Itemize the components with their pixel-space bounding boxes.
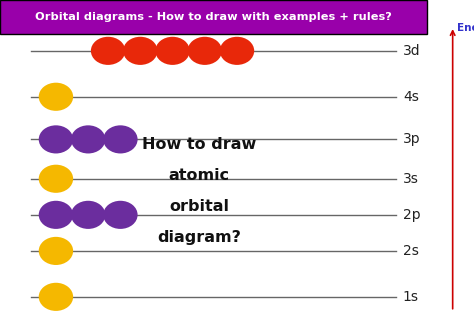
Ellipse shape (103, 125, 137, 154)
Ellipse shape (103, 201, 137, 229)
Ellipse shape (39, 283, 73, 311)
Text: 4s: 4s (403, 90, 419, 104)
Ellipse shape (39, 237, 73, 265)
Ellipse shape (39, 83, 73, 111)
Ellipse shape (123, 37, 157, 65)
Text: orbital: orbital (169, 199, 229, 214)
Text: 3d: 3d (403, 44, 420, 58)
Text: 3s: 3s (403, 172, 419, 186)
Text: 1s: 1s (403, 290, 419, 304)
Ellipse shape (220, 37, 254, 65)
Ellipse shape (155, 37, 190, 65)
Text: 2s: 2s (403, 244, 419, 258)
Text: atomic: atomic (169, 168, 229, 183)
Ellipse shape (71, 125, 105, 154)
Text: How to draw: How to draw (142, 137, 256, 152)
Ellipse shape (188, 37, 222, 65)
Ellipse shape (39, 165, 73, 193)
Ellipse shape (71, 201, 105, 229)
Text: Energy: Energy (457, 23, 474, 33)
FancyBboxPatch shape (0, 0, 427, 34)
Text: diagram?: diagram? (157, 230, 241, 245)
Ellipse shape (39, 201, 73, 229)
Ellipse shape (91, 37, 125, 65)
Ellipse shape (39, 125, 73, 154)
Text: 3p: 3p (403, 133, 420, 146)
Text: Orbital diagrams - How to draw with examples + rules?: Orbital diagrams - How to draw with exam… (35, 12, 392, 22)
Text: 2p: 2p (403, 208, 420, 222)
